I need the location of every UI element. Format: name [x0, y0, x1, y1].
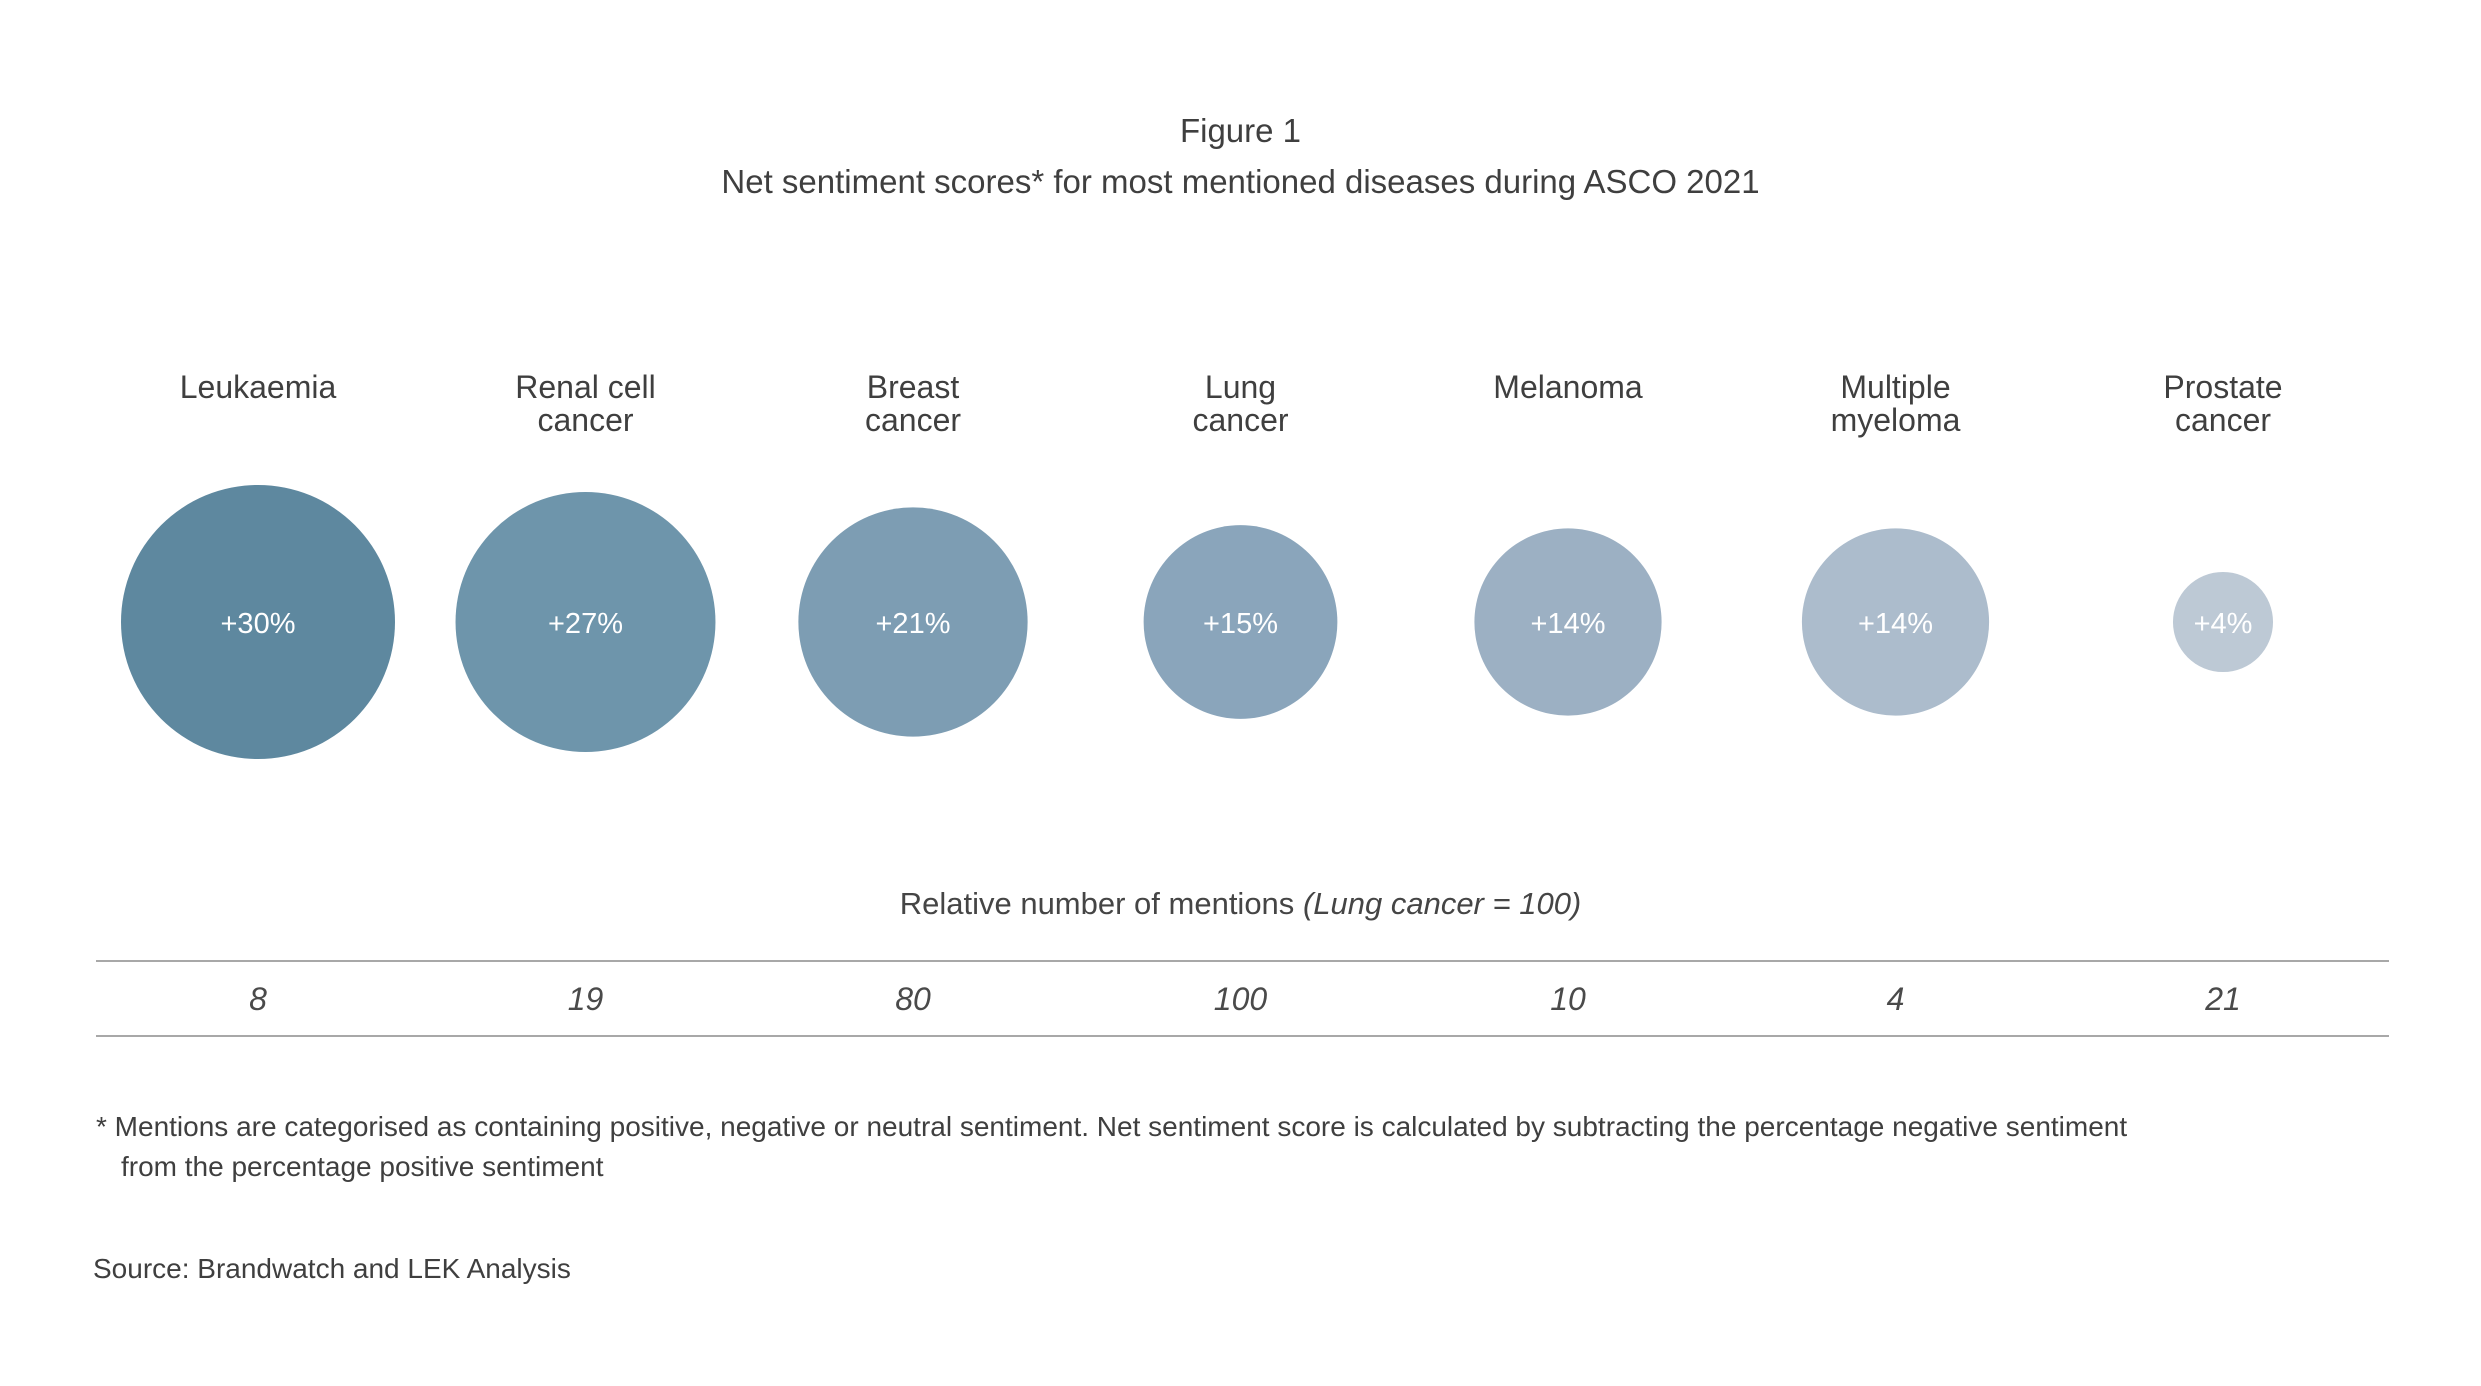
mentions-axis-label: Relative number of mentions (Lung cancer… [0, 886, 2481, 922]
sentiment-bubble [121, 485, 395, 759]
category-label: Renal cell [515, 369, 656, 405]
category-label: Prostate [2163, 369, 2282, 405]
category-label: Melanoma [1493, 369, 1643, 405]
mentions-value: 10 [1550, 981, 1586, 1017]
table-bottom-rule [96, 1035, 2389, 1037]
category-label: cancer [2175, 402, 2271, 438]
source-note: Source: Brandwatch and LEK Analysis [93, 1253, 571, 1284]
category-label: Lung [1205, 369, 1276, 405]
mentions-value: 100 [1214, 981, 1268, 1017]
category-label: Breast [867, 369, 960, 405]
sentiment-value-label: +21% [876, 608, 951, 640]
figure-label: Figure 1 [1179, 112, 1302, 149]
sentiment-value-label: +14% [1531, 608, 1606, 640]
sentiment-value-label: +4% [2194, 608, 2253, 640]
sentiment-value-label: +30% [221, 608, 296, 640]
sentiment-bubble [2172, 571, 2274, 673]
mentions-value: 21 [2204, 981, 2241, 1017]
category-label: myeloma [1831, 402, 1961, 438]
footnote-line-1: * Mentions are categorised as containing… [96, 1111, 2128, 1142]
chart-subtitle: Net sentiment scores* for most mentioned… [721, 163, 1760, 200]
mentions-value: 80 [895, 981, 931, 1017]
category-label: Leukaemia [180, 369, 337, 405]
sentiment-bubble [455, 492, 716, 752]
mentions-label-text: Relative number of mentions [899, 886, 1295, 921]
mentions-value: 4 [1887, 981, 1905, 1017]
sentiment-bubble [1474, 528, 1662, 716]
mentions-value: 8 [249, 981, 267, 1017]
sentiment-bubble [798, 507, 1028, 737]
category-label: cancer [865, 402, 961, 438]
sentiment-bubble [1801, 528, 1990, 716]
table-top-rule [96, 960, 2389, 962]
category-label: Multiple [1840, 369, 1950, 405]
footnote: * Mentions are categorised as containing… [96, 1107, 2127, 1187]
mentions-value: 19 [568, 981, 604, 1017]
category-label: cancer [537, 402, 633, 438]
category-label: cancer [1192, 402, 1288, 438]
footnote-line-2: from the percentage positive sentiment [121, 1151, 604, 1182]
mentions-label-note: (Lung cancer = 100) [1302, 886, 1582, 921]
sentiment-value-label: +15% [1203, 608, 1278, 640]
sentiment-value-label: +27% [548, 608, 623, 640]
sentiment-value-label: +14% [1858, 608, 1933, 640]
sentiment-bubble [1143, 525, 1338, 719]
